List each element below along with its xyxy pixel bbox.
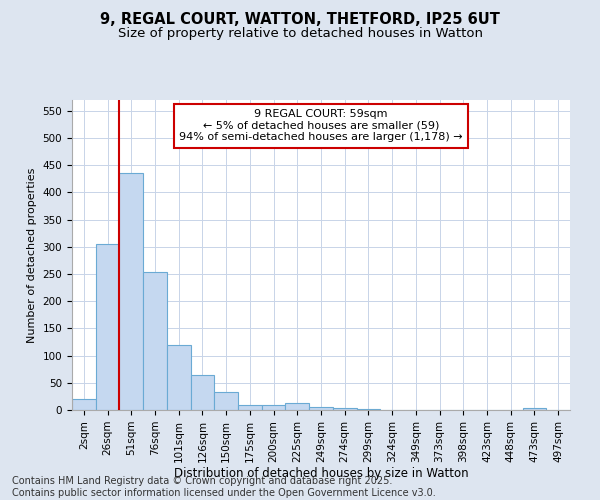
Y-axis label: Number of detached properties: Number of detached properties — [27, 168, 37, 342]
X-axis label: Distribution of detached houses by size in Watton: Distribution of detached houses by size … — [173, 468, 469, 480]
Text: 9, REGAL COURT, WATTON, THETFORD, IP25 6UT: 9, REGAL COURT, WATTON, THETFORD, IP25 6… — [100, 12, 500, 28]
Bar — [214, 392, 238, 410]
Bar — [191, 374, 214, 410]
Text: Size of property relative to detached houses in Watton: Size of property relative to detached ho… — [118, 28, 482, 40]
Text: 9 REGAL COURT: 59sqm
← 5% of detached houses are smaller (59)
94% of semi-detach: 9 REGAL COURT: 59sqm ← 5% of detached ho… — [179, 110, 463, 142]
Bar — [119, 174, 143, 410]
Bar — [262, 404, 286, 410]
Bar — [309, 408, 333, 410]
Bar — [143, 272, 167, 410]
Bar — [96, 244, 119, 410]
Text: Contains HM Land Registry data © Crown copyright and database right 2025.
Contai: Contains HM Land Registry data © Crown c… — [12, 476, 436, 498]
Bar — [286, 404, 309, 410]
Bar — [72, 399, 96, 410]
Bar — [167, 344, 191, 410]
Bar — [333, 408, 356, 410]
Bar — [238, 404, 262, 410]
Bar — [523, 408, 546, 410]
